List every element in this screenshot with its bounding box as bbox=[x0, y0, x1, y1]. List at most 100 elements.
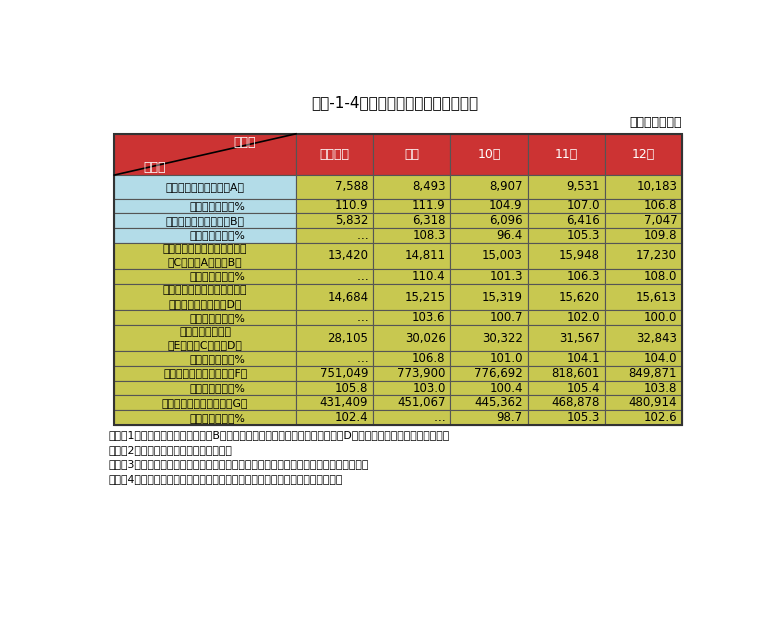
Bar bbox=[373, 325, 450, 352]
Text: 106.8: 106.8 bbox=[644, 200, 677, 212]
Text: 776,692: 776,692 bbox=[474, 367, 523, 380]
Text: 104.9: 104.9 bbox=[489, 200, 523, 212]
Bar bbox=[114, 366, 296, 381]
Text: 102.4: 102.4 bbox=[335, 411, 369, 424]
Bar bbox=[373, 352, 450, 366]
Bar bbox=[604, 243, 682, 269]
Bar bbox=[527, 284, 604, 310]
Text: 第３-1-4表　科学技術関係経費の推移: 第３-1-4表 科学技術関係経費の推移 bbox=[311, 94, 479, 110]
Bar bbox=[373, 175, 450, 198]
Text: 445,362: 445,362 bbox=[474, 396, 523, 410]
Text: 12年: 12年 bbox=[631, 148, 655, 161]
Bar bbox=[114, 228, 296, 243]
Text: 773,900: 773,900 bbox=[397, 367, 446, 380]
Bar bbox=[373, 213, 450, 228]
Bar bbox=[604, 175, 682, 198]
Text: 849,871: 849,871 bbox=[628, 367, 677, 380]
Bar bbox=[373, 243, 450, 269]
Text: 13,420: 13,420 bbox=[328, 249, 369, 262]
Text: 項　目: 項 目 bbox=[143, 161, 166, 174]
Bar bbox=[296, 243, 373, 269]
Bar bbox=[527, 269, 604, 284]
Text: 106.3: 106.3 bbox=[567, 270, 600, 283]
Bar bbox=[373, 284, 450, 310]
Bar bbox=[114, 352, 296, 366]
Bar bbox=[296, 396, 373, 410]
Text: 32,843: 32,843 bbox=[636, 331, 677, 345]
Text: 対前年度比　　%: 対前年度比 % bbox=[189, 353, 245, 364]
Text: 100.0: 100.0 bbox=[644, 311, 677, 324]
Bar bbox=[373, 381, 450, 396]
Bar bbox=[604, 228, 682, 243]
Bar bbox=[114, 213, 296, 228]
Bar bbox=[450, 310, 527, 325]
Bar bbox=[604, 198, 682, 213]
Bar bbox=[296, 228, 373, 243]
Bar bbox=[296, 269, 373, 284]
Text: 一般会計中の科学技術関係費
（C）＝（A）＋（B）: 一般会計中の科学技術関係費 （C）＝（A）＋（B） bbox=[163, 244, 247, 268]
Bar bbox=[373, 198, 450, 213]
Bar bbox=[604, 269, 682, 284]
Bar bbox=[527, 213, 604, 228]
Text: 102.0: 102.0 bbox=[567, 311, 600, 324]
Text: 31,567: 31,567 bbox=[559, 331, 600, 345]
Bar bbox=[450, 381, 527, 396]
Bar bbox=[114, 284, 296, 310]
Bar bbox=[450, 366, 527, 381]
Bar bbox=[296, 284, 373, 310]
Text: 9,531: 9,531 bbox=[567, 180, 600, 193]
Text: 101.3: 101.3 bbox=[490, 270, 523, 283]
Text: 対前年度比　　%: 対前年度比 % bbox=[189, 201, 245, 211]
Bar bbox=[450, 213, 527, 228]
Bar bbox=[450, 134, 527, 175]
Bar bbox=[604, 134, 682, 175]
Bar bbox=[604, 381, 682, 396]
Bar bbox=[296, 310, 373, 325]
Bar bbox=[604, 352, 682, 366]
Bar bbox=[450, 396, 527, 410]
Text: 注）　1．「その他の研究関係費（B）」及び「特別会計中の科学技術関係費（D）」は、文部科学省調べである。
　　　2．各年度とも当初予算額である。
　　　3．「一: 注） 1．「その他の研究関係費（B）」及び「特別会計中の科学技術関係費（D）」は… bbox=[108, 430, 449, 484]
Text: 15,003: 15,003 bbox=[482, 249, 523, 262]
Bar bbox=[527, 310, 604, 325]
Bar bbox=[527, 228, 604, 243]
Text: 15,319: 15,319 bbox=[482, 290, 523, 304]
Text: …: … bbox=[357, 352, 369, 365]
Bar bbox=[373, 134, 450, 175]
Text: 105.3: 105.3 bbox=[567, 229, 600, 242]
Text: 科学技術振興費　　（A）: 科学技術振興費 （A） bbox=[166, 182, 244, 192]
Text: 98.7: 98.7 bbox=[497, 411, 523, 424]
Text: 8,493: 8,493 bbox=[412, 180, 446, 193]
Bar bbox=[527, 352, 604, 366]
Bar bbox=[527, 396, 604, 410]
Text: 105.8: 105.8 bbox=[335, 382, 369, 394]
Bar bbox=[450, 269, 527, 284]
Bar bbox=[114, 410, 296, 425]
Bar bbox=[527, 243, 604, 269]
Bar bbox=[114, 243, 296, 269]
Text: 818,601: 818,601 bbox=[551, 367, 600, 380]
Text: 106.8: 106.8 bbox=[412, 352, 446, 365]
Text: 100.4: 100.4 bbox=[490, 382, 523, 394]
Bar bbox=[450, 325, 527, 352]
Text: 14,684: 14,684 bbox=[327, 290, 369, 304]
Text: 15,620: 15,620 bbox=[559, 290, 600, 304]
Bar bbox=[373, 366, 450, 381]
Bar bbox=[114, 175, 296, 198]
Text: 対前年度比　　%: 対前年度比 % bbox=[189, 383, 245, 393]
Bar bbox=[373, 228, 450, 243]
Bar bbox=[114, 325, 296, 352]
Text: 30,026: 30,026 bbox=[405, 331, 446, 345]
Text: …: … bbox=[357, 311, 369, 324]
Bar bbox=[450, 410, 527, 425]
Bar bbox=[527, 134, 604, 175]
Text: 108.0: 108.0 bbox=[644, 270, 677, 283]
Text: 751,049: 751,049 bbox=[320, 367, 369, 380]
Bar bbox=[296, 198, 373, 213]
Text: 100.7: 100.7 bbox=[490, 311, 523, 324]
Bar bbox=[450, 175, 527, 198]
Text: 10,183: 10,183 bbox=[636, 180, 677, 193]
Text: 11年: 11年 bbox=[554, 148, 577, 161]
Bar bbox=[527, 325, 604, 352]
Text: 7,588: 7,588 bbox=[335, 180, 369, 193]
Bar bbox=[450, 284, 527, 310]
